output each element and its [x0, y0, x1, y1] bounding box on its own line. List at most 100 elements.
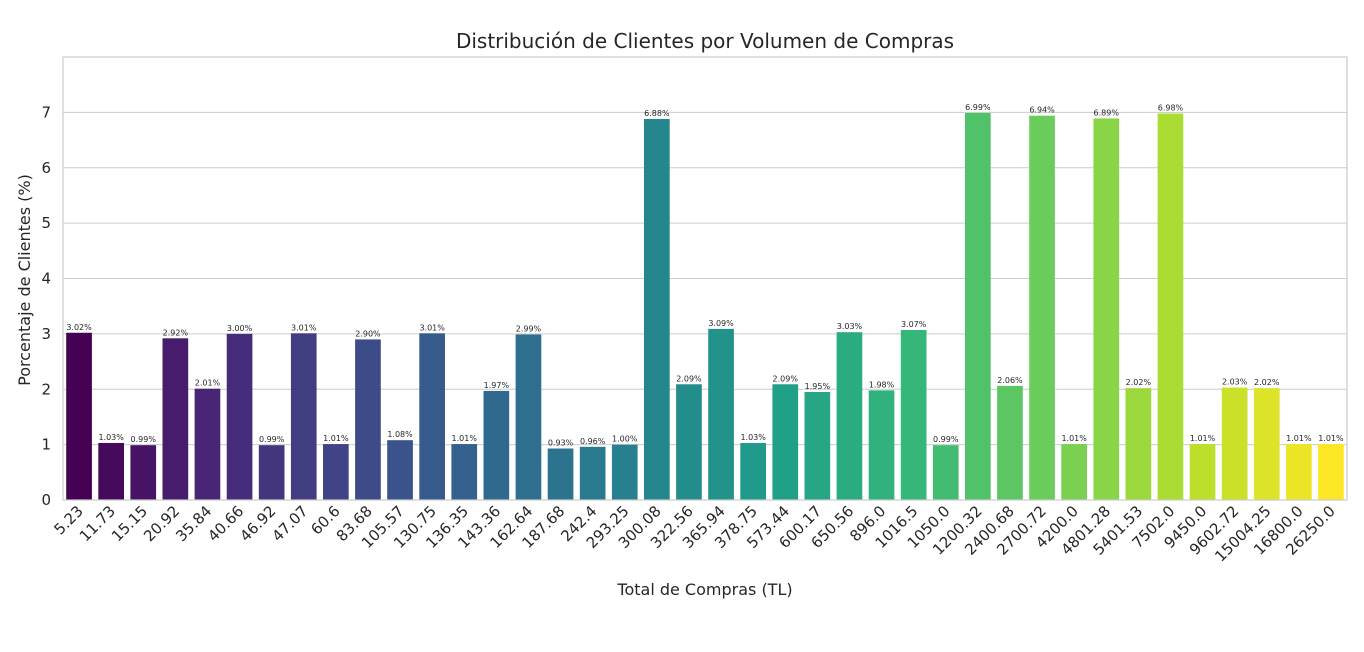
bar-data-label: 1.08% — [387, 430, 413, 439]
bar — [644, 119, 670, 501]
bar — [836, 332, 863, 500]
bar — [226, 333, 253, 500]
bar-data-label: 2.99% — [516, 324, 542, 333]
bar — [1221, 387, 1248, 500]
bar-data-label: 3.01% — [291, 323, 317, 332]
x-tick-label: 40.66 — [204, 502, 247, 545]
x-tick-layer: 5.2311.7315.1520.9235.8440.6646.9247.076… — [51, 502, 1339, 565]
y-tick-label: 6 — [41, 159, 51, 177]
bar — [708, 328, 734, 500]
plot-frame — [62, 56, 1348, 501]
bar — [387, 440, 413, 500]
bar-data-label: 2.92% — [163, 328, 189, 337]
bar-data-label: 1.01% — [1061, 434, 1087, 443]
bar — [1253, 388, 1280, 500]
bar — [997, 385, 1023, 500]
bar — [1029, 115, 1055, 500]
bar — [1125, 388, 1152, 500]
bar — [804, 392, 831, 500]
bar-data-label: 1.01% — [1318, 434, 1344, 443]
grid-layer — [63, 111, 1347, 446]
bar-data-label: 2.09% — [773, 374, 799, 383]
bar — [98, 442, 124, 500]
x-tick-label: 11.73 — [76, 502, 119, 545]
bar-data-label: 3.00% — [227, 324, 253, 333]
data-label-layer: 3.02% 1.03% 0.99% 2.92% 2.01% 3.00% 0.99% 3.01%… — [66, 103, 1344, 448]
bar-data-label: 6.94% — [1029, 106, 1055, 115]
bar — [258, 445, 285, 500]
bar — [130, 445, 157, 500]
bar-data-label: 0.93% — [548, 439, 574, 448]
bar-data-label: 6.89% — [1094, 108, 1120, 117]
bar — [451, 444, 478, 500]
bar-data-label: 2.03% — [1222, 378, 1248, 387]
bar-data-label: 6.99% — [965, 103, 991, 112]
y-tick-label: 2 — [41, 380, 51, 398]
bar — [868, 390, 895, 500]
bar-data-label: 0.96% — [580, 437, 606, 446]
y-tick-label: 5 — [41, 214, 51, 232]
bar-data-label: 1.01% — [1286, 434, 1312, 443]
x-tick-label: 15.15 — [108, 502, 151, 545]
bar — [1157, 113, 1184, 501]
bar-data-label: 1.00% — [612, 435, 638, 444]
bar-data-label: 1.03% — [98, 433, 124, 442]
y-tick-label: 7 — [41, 103, 51, 121]
bar-data-label: 3.01% — [419, 323, 445, 332]
bar — [515, 334, 542, 500]
bar-data-label: 0.99% — [933, 435, 959, 444]
bar-data-label: 3.07% — [901, 320, 927, 329]
bar-data-label: 6.88% — [644, 109, 670, 118]
bar — [932, 445, 959, 500]
bar-data-label: 1.01% — [1190, 434, 1216, 443]
bar-data-label: 1.97% — [484, 381, 510, 390]
bar-data-label: 2.09% — [676, 374, 702, 383]
bar — [1061, 444, 1087, 500]
bar — [900, 329, 927, 500]
bar-data-label: 3.02% — [66, 323, 92, 332]
bar — [1318, 444, 1344, 500]
y-tick-label: 1 — [41, 436, 51, 454]
x-tick-label: 46.92 — [236, 502, 279, 545]
y-tick-label: 0 — [41, 491, 51, 509]
x-tick-label: 35.84 — [172, 502, 215, 545]
x-axis-label: Total de Compras (TL) — [616, 580, 792, 599]
bar-data-label: 3.09% — [708, 319, 734, 328]
bar-data-label: 2.06% — [997, 376, 1023, 385]
bar-data-label: 0.99% — [131, 435, 157, 444]
bar-data-label: 2.01% — [195, 379, 221, 388]
bar — [290, 333, 317, 500]
bar-data-label: 2.02% — [1254, 378, 1280, 387]
bar — [965, 112, 991, 501]
bar-data-label: 1.95% — [805, 382, 831, 391]
bar-data-label: 1.98% — [869, 380, 895, 389]
bar-layer — [66, 112, 1344, 501]
y-tick-layer: 0 1 2 3 4 5 6 7 — [41, 103, 51, 509]
x-tick-label: 47.07 — [268, 502, 311, 545]
bar — [66, 332, 92, 500]
bar-data-label: 1.01% — [323, 434, 349, 443]
bar-data-label: 1.01% — [452, 434, 478, 443]
y-tick-label: 3 — [41, 325, 51, 343]
bar — [772, 384, 799, 500]
y-tick-label: 4 — [41, 270, 51, 288]
chart-title: Distribución de Clientes por Volumen de … — [456, 29, 954, 53]
bar-data-label: 2.90% — [355, 329, 381, 338]
bar-data-label: 1.03% — [740, 433, 766, 442]
bar — [611, 444, 638, 500]
bar-data-label: 0.99% — [259, 435, 285, 444]
bar — [579, 446, 606, 500]
bar-data-label: 2.02% — [1126, 378, 1152, 387]
bar — [1189, 444, 1216, 500]
bar-data-label: 3.03% — [837, 322, 863, 331]
bar — [483, 390, 510, 500]
x-tick-label: 20.92 — [140, 502, 183, 545]
y-axis-label: Porcentaje de Clientes (%) — [15, 174, 34, 386]
bar — [1286, 444, 1312, 500]
bar-data-label: 6.98% — [1158, 103, 1184, 112]
bar — [676, 384, 702, 500]
bar — [1093, 118, 1120, 500]
bar — [419, 333, 445, 500]
bar — [355, 339, 381, 500]
